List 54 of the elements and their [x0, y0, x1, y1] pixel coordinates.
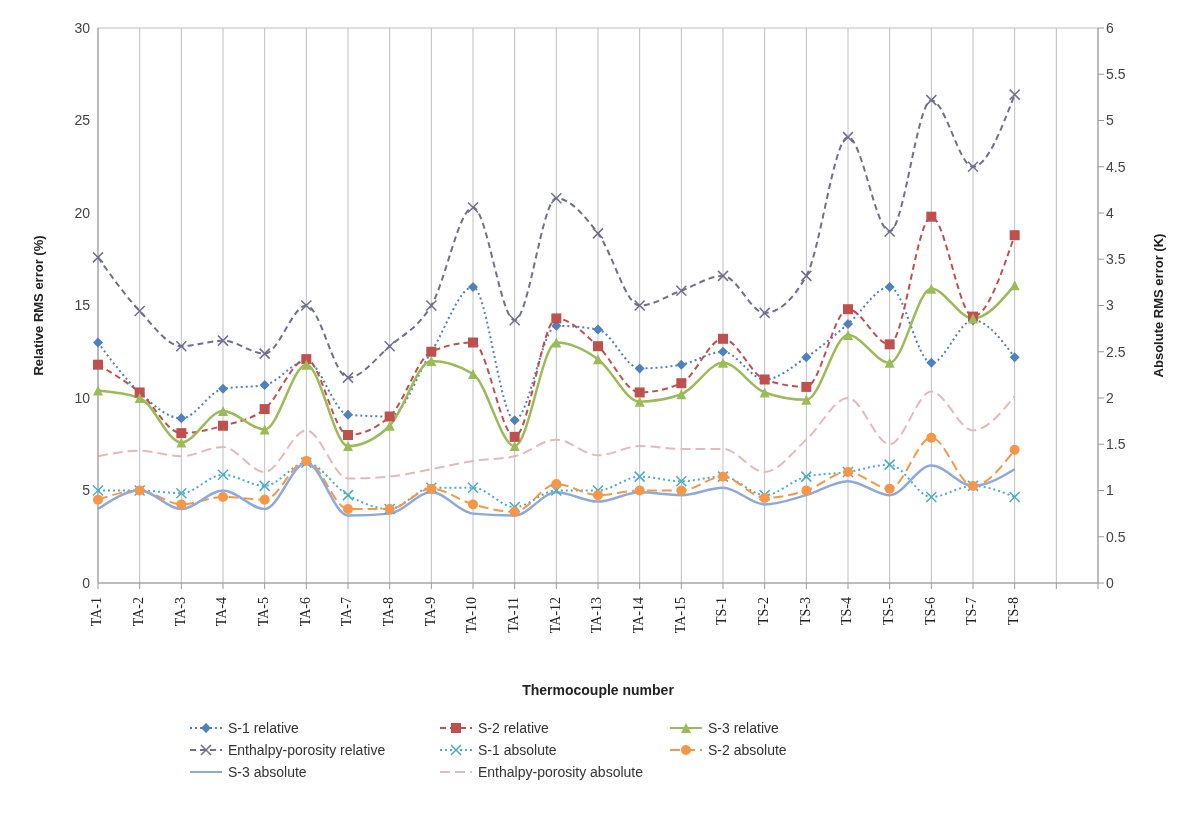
- y2-tick-label: 3.5: [1106, 251, 1126, 268]
- y-axis-title: Relative RMS error (%): [30, 235, 46, 376]
- x-tick-label: TS-8: [1005, 597, 1021, 625]
- y2-tick-label: 1.5: [1106, 436, 1126, 453]
- y2-tick-label: 0.5: [1106, 528, 1126, 545]
- x-tick-label: TS-6: [922, 597, 938, 625]
- x-tick-label: TA-5: [255, 597, 271, 627]
- x-tick-label: TS-3: [797, 597, 813, 625]
- y2-tick-label: 0: [1106, 574, 1114, 591]
- x-tick-label: TS-5: [880, 597, 896, 625]
- x-tick-label: TS-2: [755, 597, 771, 625]
- legend-label: Enthalpy-porosity absolute: [478, 764, 643, 780]
- y2-tick-label: 3: [1106, 297, 1114, 314]
- legend-label: S-1 absolute: [478, 742, 557, 758]
- x-tick-label: TA-8: [380, 597, 396, 627]
- x-tick-label: TA-9: [422, 597, 438, 627]
- x-tick-label: TA-4: [214, 597, 230, 627]
- x-tick-label: TA-3: [172, 597, 188, 627]
- x-tick-label: TS-1: [714, 597, 730, 625]
- x-tick-label: TS-4: [839, 597, 855, 625]
- legend-label: S-3 relative: [708, 720, 779, 736]
- y2-tick-label: 5: [1106, 112, 1114, 129]
- legend-label: S-2 absolute: [708, 742, 787, 758]
- y-tick-label: 5: [82, 482, 91, 499]
- y-tick-label: 10: [74, 389, 91, 406]
- x-tick-label: TA-15: [672, 597, 688, 634]
- y2-axis-title: Absolute RMS error (K): [1150, 233, 1166, 378]
- legend-label: Enthalpy-porosity relative: [228, 742, 386, 758]
- x-tick-label: TA-10: [464, 597, 480, 634]
- y-tick-label: 25: [74, 112, 91, 129]
- x-tick-label: TA-1: [89, 597, 105, 627]
- y2-tick-label: 5.5: [1106, 66, 1126, 83]
- y-tick-label: 20: [74, 204, 91, 221]
- legend-label: S-1 relative: [228, 720, 299, 736]
- x-tick-label: TA-7: [339, 597, 355, 627]
- y-tick-label: 30: [74, 19, 91, 36]
- x-tick-label: TS-7: [964, 597, 980, 625]
- y-tick-label: 0: [82, 574, 91, 591]
- x-tick-label: TA-12: [547, 597, 563, 634]
- y2-tick-label: 2.5: [1106, 343, 1126, 360]
- y2-tick-label: 2: [1106, 389, 1114, 406]
- x-tick-label: TA-11: [505, 597, 521, 633]
- x-tick-label: TA-13: [589, 597, 605, 634]
- x-tick-label: TA-6: [297, 597, 313, 627]
- y2-tick-label: 6: [1106, 19, 1114, 36]
- y2-tick-label: 4: [1106, 204, 1114, 221]
- x-tick-label: TA-2: [130, 597, 146, 627]
- y2-tick-label: 1: [1106, 482, 1114, 499]
- x-axis-title: Thermocouple number: [521, 682, 675, 698]
- y2-tick-label: 4.5: [1106, 158, 1126, 175]
- legend-label: S-2 relative: [478, 720, 549, 736]
- y-tick-label: 15: [74, 297, 91, 314]
- legend-label: S-3 absolute: [228, 764, 307, 780]
- x-tick-label: TA-14: [630, 597, 646, 634]
